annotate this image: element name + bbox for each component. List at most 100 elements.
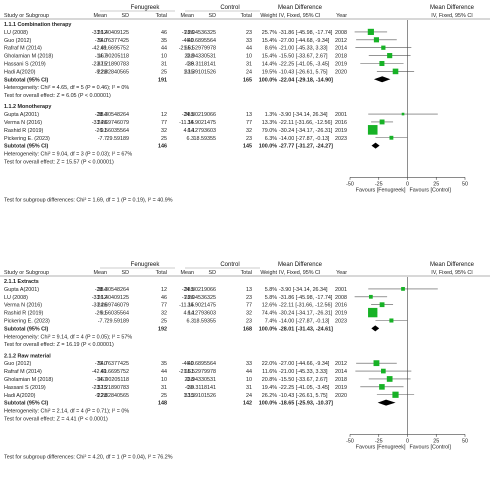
study-marker (373, 37, 380, 43)
control-sd: 34.9021475 (188, 303, 216, 309)
col-plot-ci: IV, Fixed, 95% CI (431, 13, 472, 19)
x-tick-label: 25 (433, 438, 439, 444)
fenugreek-sd: 34.76377425 (98, 361, 129, 367)
study-weight: 20.8% (262, 377, 277, 383)
study-ci: -3.90 [-34.14, 26.34] (279, 287, 328, 293)
study-marker (387, 53, 393, 59)
fenugreek-sd: 26.40409125 (98, 30, 129, 36)
subtotal-fenugreek-total: 192 (158, 326, 167, 332)
x-tick-label: 0 (406, 438, 409, 444)
fenugreek-mean: -26.1 (95, 128, 107, 134)
study-marker (368, 307, 378, 318)
subgroup-title: 1.1.2 Monotherapy (4, 104, 51, 110)
fenugreek-mean: -26.1 (95, 311, 107, 317)
control-sd: 28.04536325 (185, 295, 216, 301)
x-tick-label: -25 (375, 438, 383, 444)
study-ci: -3.90 [-34.14, 26.34] (279, 112, 328, 118)
control-total: 13 (246, 112, 252, 118)
study-weight: 12.6% (262, 303, 277, 309)
study-ci: -21.00 [-45.33, 3.33] (279, 369, 328, 375)
col-mean: Mean (94, 13, 108, 19)
fenugreek-mean: -23.15 (92, 62, 107, 68)
subtotal-diamond (377, 399, 396, 406)
control-total: 10 (246, 54, 252, 60)
subtotal-label: Subtotal (95% CI) (4, 401, 49, 407)
control-total: 33 (246, 38, 252, 44)
control-sd: 40.6895564 (188, 38, 216, 44)
study-marker (379, 384, 385, 390)
control-total: 10 (246, 377, 252, 383)
col-study: Study or Subgroup (4, 270, 49, 276)
fenugreek-sd: 24.69746079 (98, 120, 129, 126)
fenugreek-total: 35 (161, 38, 167, 44)
control-total: 23 (246, 136, 252, 142)
study-weight: 19.5% (262, 69, 277, 75)
fenugreek-sd: 22.82840565 (98, 69, 129, 75)
favours-control-label: Favours [Control] (410, 187, 452, 193)
study-name: Rashid R (2019) (4, 128, 43, 134)
study-weight: 15.4% (262, 54, 277, 60)
study-weight: 14.4% (262, 62, 277, 68)
study-year: 2014 (335, 369, 347, 375)
favours-control-label: Favours [Control] (410, 444, 452, 450)
study-weight: 79.0% (262, 128, 277, 134)
control-mean: 6.3 (187, 319, 195, 325)
header-mean-difference: Mean Difference (278, 262, 323, 268)
control-total: 77 (246, 120, 252, 126)
control-mean: -24.5 (182, 112, 194, 118)
study-marker (386, 376, 393, 382)
study-ci: -30.24 [-34.17, -26.31] (279, 128, 333, 134)
study-ci: -10.43 [-26.61, 5.75] (279, 69, 328, 75)
study-name: Hassani S (2019) (4, 385, 46, 391)
control-sd: 34.9021475 (188, 120, 216, 126)
study-marker (379, 302, 385, 308)
study-marker (379, 60, 385, 67)
fenugreek-mean: -42.61 (92, 46, 107, 52)
study-ci: -22.11 [-31.66, -12.56] (279, 120, 332, 126)
control-sd: 23.94330531 (185, 377, 216, 383)
fenugreek-sd: 34.76377425 (98, 38, 129, 44)
fenugreek-sd: 29.59189 (107, 136, 129, 142)
control-sd: 38.3118141 (188, 62, 216, 68)
fenugreek-sd: 22.82840565 (98, 393, 129, 399)
study-weight: 6.3% (265, 136, 277, 142)
col-sd: SD (209, 270, 217, 276)
fenugreek-total: 77 (161, 120, 167, 126)
col-mean: Mean (94, 270, 108, 276)
study-weight: 19.4% (262, 385, 277, 391)
study-weight: 25.7% (262, 30, 277, 36)
subtotal-control-total: 165 (243, 77, 252, 83)
subtotal-label: Subtotal (95% CI) (4, 144, 49, 150)
study-ci: -27.00 [-44.68, -9.34] (279, 38, 330, 44)
control-sd: 65.52979978 (185, 369, 216, 375)
control-sd: 38.80219066 (185, 112, 216, 118)
control-mean: 4.14 (184, 128, 195, 134)
fenugreek-mean: -42.61 (92, 369, 107, 375)
control-mean: -46.0 (182, 38, 194, 44)
header-fenugreek: Fenugreek (131, 262, 161, 268)
control-total: 24 (246, 69, 252, 75)
col-sd: SD (209, 13, 217, 19)
study-name: Hadi A(2020) (4, 69, 36, 75)
study-ci: -14.00 [-27.87, -0.13] (279, 319, 330, 325)
study-name: LU (2008) (4, 30, 28, 36)
fenugreek-total: 77 (161, 303, 167, 309)
fenugreek-total: 12 (161, 112, 167, 118)
fenugreek-mean: -14.7 (95, 377, 107, 383)
fenugreek-sd: 49.6695752 (101, 46, 129, 52)
control-mean: -21.61 (179, 46, 194, 52)
fenugreek-mean: -73.0 (95, 38, 107, 44)
fenugreek-total: 46 (161, 295, 167, 301)
fenugreek-sd: 38.30548264 (98, 287, 129, 293)
control-mean: 1.15 (184, 69, 195, 75)
control-mean: -21.61 (179, 369, 194, 375)
study-year: 2023 (335, 136, 347, 142)
study-year: 2023 (335, 319, 347, 325)
overall-effect-text: Test for overall effect: Z = 4.41 (P < 0… (4, 416, 108, 422)
control-total: 32 (246, 128, 252, 134)
col-year: Year (336, 13, 347, 19)
subtotal-diamond (371, 325, 380, 332)
fenugreek-total: 35 (161, 361, 167, 367)
study-ci: -22.11 [-31.66, -12.56] (279, 303, 332, 309)
fenugreek-total: 31 (161, 62, 167, 68)
